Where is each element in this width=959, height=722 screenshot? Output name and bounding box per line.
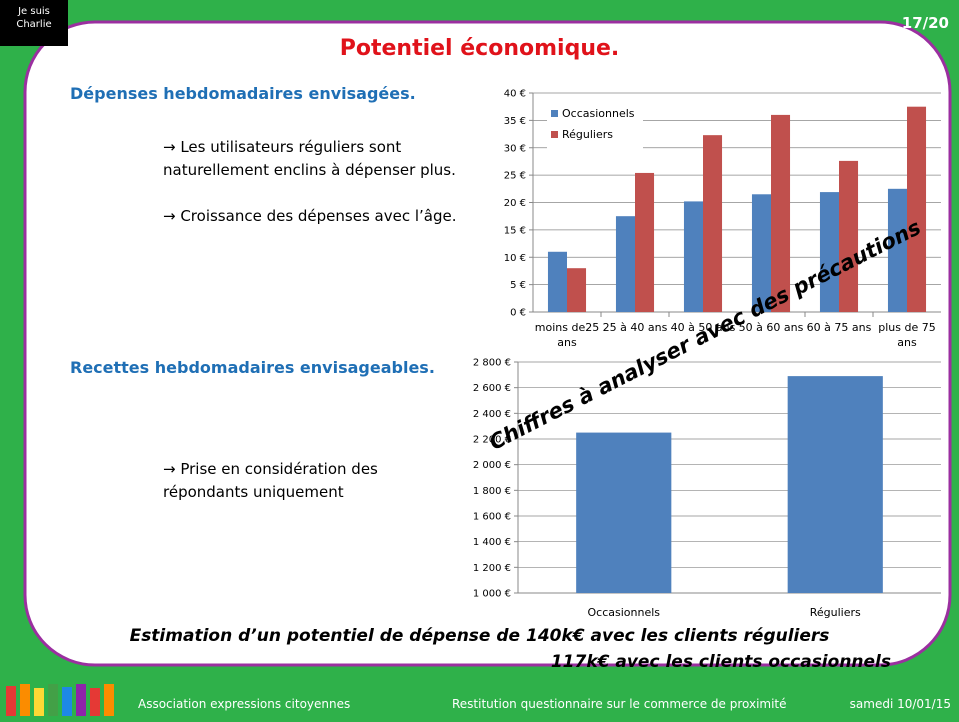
bar <box>839 160 859 312</box>
bar <box>567 268 587 312</box>
y-tick-label: 1 200 € <box>473 563 511 574</box>
y-tick-label: 15 € <box>504 225 526 236</box>
x-tick-label: moins de25 ans <box>534 321 600 349</box>
y-tick-label: 2 800 € <box>473 358 511 369</box>
y-tick-label: 2 400 € <box>473 409 511 420</box>
y-tick-label: 2 600 € <box>473 383 511 394</box>
hands-icon <box>6 684 114 716</box>
y-tick-label: 1 600 € <box>473 512 511 523</box>
heading: Recettes hebdomadaires envisageables. <box>70 358 435 377</box>
conclusion: 117k€ avec les clients occasionnels <box>550 652 891 672</box>
bar <box>635 172 655 312</box>
y-tick-label: 35 € <box>504 116 526 127</box>
legend-label: Réguliers <box>562 128 613 141</box>
x-tick-label: 60 à 75 ans <box>806 321 872 334</box>
y-tick-label: 1 400 € <box>473 537 511 548</box>
bullet: → Croissance des dépenses avec l’âge. <box>163 207 457 225</box>
y-tick-label: 25 € <box>504 171 526 182</box>
legend-label: Occasionnels <box>562 107 635 120</box>
y-tick-label: 20 € <box>504 198 526 209</box>
badge-line: Je suis <box>18 6 50 17</box>
footer-text: samedi 10/01/15 <box>849 697 951 711</box>
x-tick-label: plus de 75 ans <box>878 321 936 349</box>
badge-bg <box>0 0 68 46</box>
bar <box>887 188 907 312</box>
bullets: → Les utilisateurs réguliers sont nature… <box>163 136 463 228</box>
bar <box>547 251 567 312</box>
conclusion: Estimation d’un potentiel de dépense de … <box>129 626 830 646</box>
x-tick-label: 50 à 60 ans <box>738 321 804 334</box>
y-tick-label: 2 000 € <box>473 460 511 471</box>
y-tick-label: 2 200 € <box>473 435 511 446</box>
bar <box>819 192 839 312</box>
heading: Dépenses hebdomadaires envisagées. <box>70 84 416 103</box>
bar <box>907 106 927 312</box>
y-tick-label: 0 € <box>510 308 526 319</box>
bar <box>703 135 723 312</box>
y-tick-label: 1 000 € <box>473 589 511 600</box>
y-tick-label: 40 € <box>504 89 526 100</box>
bar <box>683 201 703 312</box>
badge: Je suis Charlie <box>0 5 68 31</box>
footer-text: Association expressions citoyennes <box>138 697 351 711</box>
x-tick-label: Réguliers <box>809 606 861 619</box>
footer-text: Restitution questionnaire sur le commerc… <box>452 697 787 711</box>
x-tick-label: 40 à 50 ans <box>670 321 736 334</box>
bar <box>751 194 771 312</box>
bar <box>576 432 672 593</box>
bar <box>771 114 791 313</box>
legend-swatch <box>551 131 558 138</box>
y-tick-label: 10 € <box>504 253 526 264</box>
bullet: → Prise en considération des répondants … <box>163 460 378 501</box>
badge-line: Charlie <box>16 19 52 30</box>
y-tick-label: 30 € <box>504 143 526 154</box>
bar <box>615 216 635 312</box>
page-number: 17/20 <box>901 14 949 32</box>
bullet: → Les utilisateurs réguliers sont nature… <box>163 138 456 179</box>
y-tick-label: 5 € <box>510 280 526 291</box>
y-tick-label: 1 800 € <box>473 486 511 497</box>
legend-swatch <box>551 110 558 117</box>
bar <box>787 376 883 593</box>
legend-box <box>547 103 643 149</box>
x-tick-label: Occasionnels <box>587 606 660 619</box>
x-tick-label: 25 à 40 ans <box>602 321 668 334</box>
title: Potentiel économique. <box>339 36 620 61</box>
